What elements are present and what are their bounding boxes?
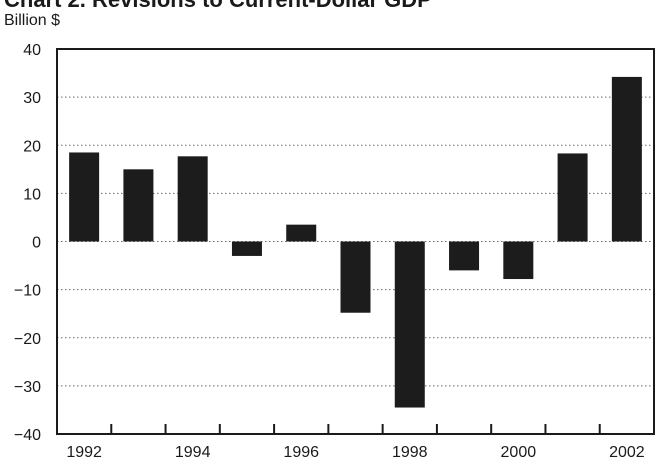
y-tick-label: −40 [14, 427, 41, 444]
gridlines [57, 96, 654, 387]
y-tick-label: 30 [23, 90, 41, 107]
tick-labels: −40 −30 −20 −10 0 10 20 30 40 1992 1994 1996 1998 200… [14, 42, 645, 461]
bar-2001 [557, 153, 588, 242]
bar-1995 [231, 241, 262, 256]
y-tick-label: −20 [14, 331, 41, 348]
bar-1997 [340, 241, 371, 313]
x-tick-label: 1998 [392, 444, 428, 461]
bar-1992 [69, 152, 100, 242]
y-tick-label: −30 [14, 379, 41, 396]
y-tick-label: 40 [23, 42, 41, 59]
y-tick-label: −10 [14, 283, 41, 300]
y-axis-unit-label: Billion $ [4, 12, 61, 29]
bars [69, 76, 642, 408]
bar-1999 [449, 241, 480, 271]
y-tick-label: 0 [32, 235, 41, 252]
axes [56, 48, 655, 435]
plot-frame [56, 48, 655, 435]
x-tick-label: 1996 [283, 444, 319, 461]
y-tick-label: 10 [23, 186, 41, 203]
x-tick-label: 2002 [609, 444, 645, 461]
bar-1994 [177, 156, 208, 242]
x-tick-label: 1992 [66, 444, 102, 461]
bar-2000 [503, 241, 534, 280]
bar-1998 [394, 241, 425, 408]
bar-1996 [286, 224, 317, 242]
x-tick-label: 1994 [175, 444, 211, 461]
y-tick-label: 20 [23, 138, 41, 155]
chart-title: Chart 2. Revisions to Current-Dollar GDP [4, 0, 432, 13]
bar-1993 [123, 169, 154, 242]
x-tick-label: 2000 [501, 444, 537, 461]
bar-2002 [611, 76, 642, 242]
